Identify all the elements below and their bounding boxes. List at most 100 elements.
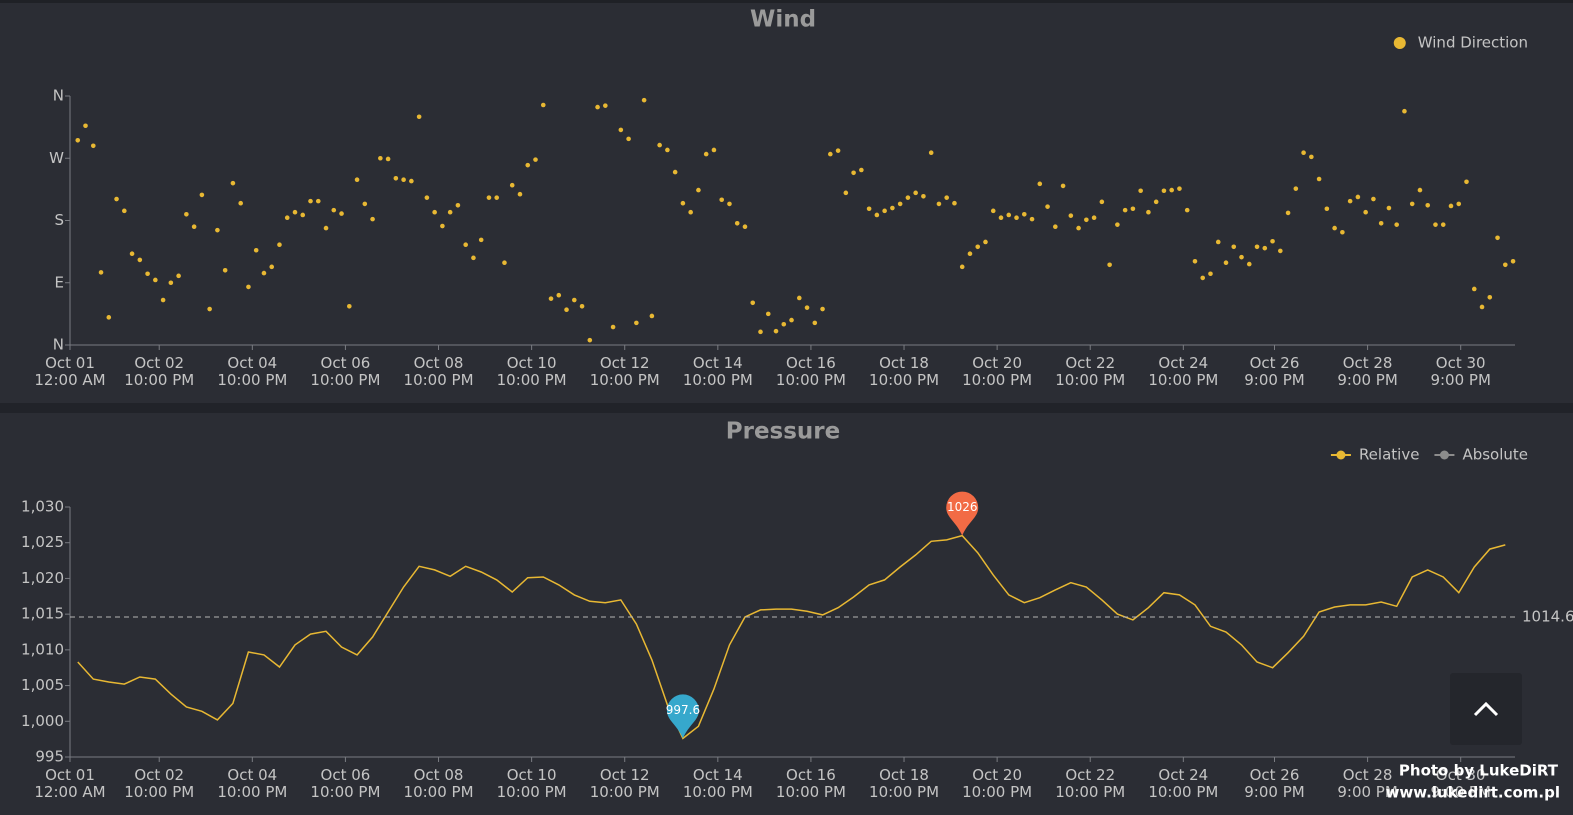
wind-point xyxy=(509,182,515,188)
wind-point xyxy=(913,190,918,196)
wind-point xyxy=(502,260,507,265)
wind-point xyxy=(804,305,810,310)
x-tick-label: Oct 06 10:00 PM xyxy=(310,766,380,801)
wind-point xyxy=(277,242,282,248)
x-tick-label-line: Oct 18 xyxy=(879,354,929,372)
wind-point xyxy=(1378,220,1384,226)
wind-point xyxy=(354,177,360,182)
mark-pin xyxy=(946,491,979,536)
wind-point xyxy=(1293,186,1299,191)
wind-point xyxy=(122,208,127,214)
x-tick-label-line: 10:00 PM xyxy=(497,371,567,389)
x-tick-label-line: 12:00 AM xyxy=(34,371,105,389)
wind-point xyxy=(176,273,181,279)
wind-point xyxy=(424,195,430,200)
wind-point xyxy=(1464,179,1469,185)
wind-point xyxy=(975,244,981,250)
wind-point xyxy=(711,147,717,153)
x-tick-label-line: 10:00 PM xyxy=(590,783,660,801)
x-tick-label: Oct 02 10:00 PM xyxy=(124,354,194,389)
x-tick-label-line: 10:00 PM xyxy=(1148,371,1218,389)
scroll-top-box[interactable] xyxy=(1450,673,1522,745)
wind-point xyxy=(587,337,593,343)
x-tick-label-line: Oct 18 xyxy=(879,766,929,784)
wind-point xyxy=(331,207,337,213)
x-tick-label-line: 10:00 PM xyxy=(1055,371,1125,389)
wind-point xyxy=(300,212,306,218)
x-tick-label: Oct 16 10:00 PM xyxy=(776,766,846,801)
wind-point xyxy=(1223,260,1229,265)
wind-point xyxy=(859,167,864,173)
x-tick-label-line: 10:00 PM xyxy=(217,783,287,801)
top-border xyxy=(0,0,1573,3)
wind-point xyxy=(533,157,538,162)
wind-point xyxy=(199,192,205,198)
wind-point xyxy=(440,223,445,229)
wind-point xyxy=(1510,259,1516,264)
y-tick-label: N xyxy=(53,336,64,354)
x-tick-label: Oct 08 10:00 PM xyxy=(404,766,474,801)
wind-point xyxy=(1107,262,1112,268)
x-tick-label-line: 9:00 PM xyxy=(1337,371,1397,389)
wind-point xyxy=(843,190,849,196)
x-tick-label: Oct 10 10:00 PM xyxy=(497,354,567,389)
wind-point xyxy=(1316,176,1322,182)
y-tick-label: 1,015 xyxy=(21,605,64,623)
wind-point xyxy=(742,224,748,230)
wind-point xyxy=(339,211,344,216)
wind-point xyxy=(734,220,740,226)
wind-point xyxy=(1138,188,1143,194)
x-tick-label-line: Oct 04 xyxy=(227,766,277,784)
wind-point xyxy=(1433,222,1438,227)
wind-point xyxy=(207,306,212,312)
x-tick-label-line: 10:00 PM xyxy=(869,371,939,389)
x-tick-label-line: Oct 02 xyxy=(134,766,184,784)
x-tick-label-line: 10:00 PM xyxy=(1055,783,1125,801)
x-tick-label-line: Oct 16 xyxy=(786,766,836,784)
scroll-top-button[interactable] xyxy=(1450,673,1522,745)
wind-point xyxy=(595,104,600,110)
wind-point xyxy=(432,209,437,215)
wind-point xyxy=(727,201,732,207)
x-tick-label: Oct 10 10:00 PM xyxy=(497,766,567,801)
x-tick-label-line: Oct 16 xyxy=(786,354,836,372)
wind-point xyxy=(703,151,709,157)
wind-point xyxy=(820,306,825,312)
wind-point xyxy=(936,201,942,207)
wind-point xyxy=(758,329,763,335)
wind-point xyxy=(416,114,422,120)
x-tick-label-line: 10:00 PM xyxy=(124,371,194,389)
wind-point xyxy=(1301,150,1306,156)
x-tick-label-line: Oct 28 xyxy=(1343,766,1393,784)
x-tick-label: Oct 06 10:00 PM xyxy=(310,354,380,389)
x-tick-label-line: Oct 28 xyxy=(1343,354,1393,372)
wind-point xyxy=(401,177,406,182)
x-tick-label-line: Oct 06 xyxy=(321,354,371,372)
y-tick-label: N xyxy=(53,87,64,105)
x-tick-label: Oct 02 10:00 PM xyxy=(124,766,194,801)
x-tick-label-line: Oct 08 xyxy=(414,766,464,784)
wind-point xyxy=(874,212,880,218)
watermark: www.lukedirt.com.pl xyxy=(1386,784,1560,802)
x-tick-label-line: 10:00 PM xyxy=(776,783,846,801)
wind-point xyxy=(347,303,352,309)
wind-point xyxy=(564,307,569,313)
x-tick-label-line: Oct 10 xyxy=(507,766,557,784)
wind-point xyxy=(649,313,655,319)
wind-point xyxy=(145,271,150,277)
wind-point xyxy=(1177,186,1182,191)
wind-point xyxy=(129,251,135,256)
wind-point xyxy=(665,147,670,153)
wind-point xyxy=(952,200,957,206)
wind-point xyxy=(1239,254,1244,260)
x-tick-label: Oct 22 10:00 PM xyxy=(1055,354,1125,389)
x-tick-label-line: 9:00 PM xyxy=(1244,783,1304,801)
x-tick-label-line: 10:00 PM xyxy=(404,371,474,389)
wind-point xyxy=(90,143,96,149)
x-tick-label: Oct 30 9:00 PM xyxy=(1430,766,1490,801)
wind-point xyxy=(137,257,143,263)
x-tick-label-line: 10:00 PM xyxy=(497,783,567,801)
wind-point xyxy=(1084,217,1089,223)
x-tick-label: Oct 24 10:00 PM xyxy=(1148,354,1218,389)
legend-label: Wind Direction xyxy=(1418,34,1528,52)
